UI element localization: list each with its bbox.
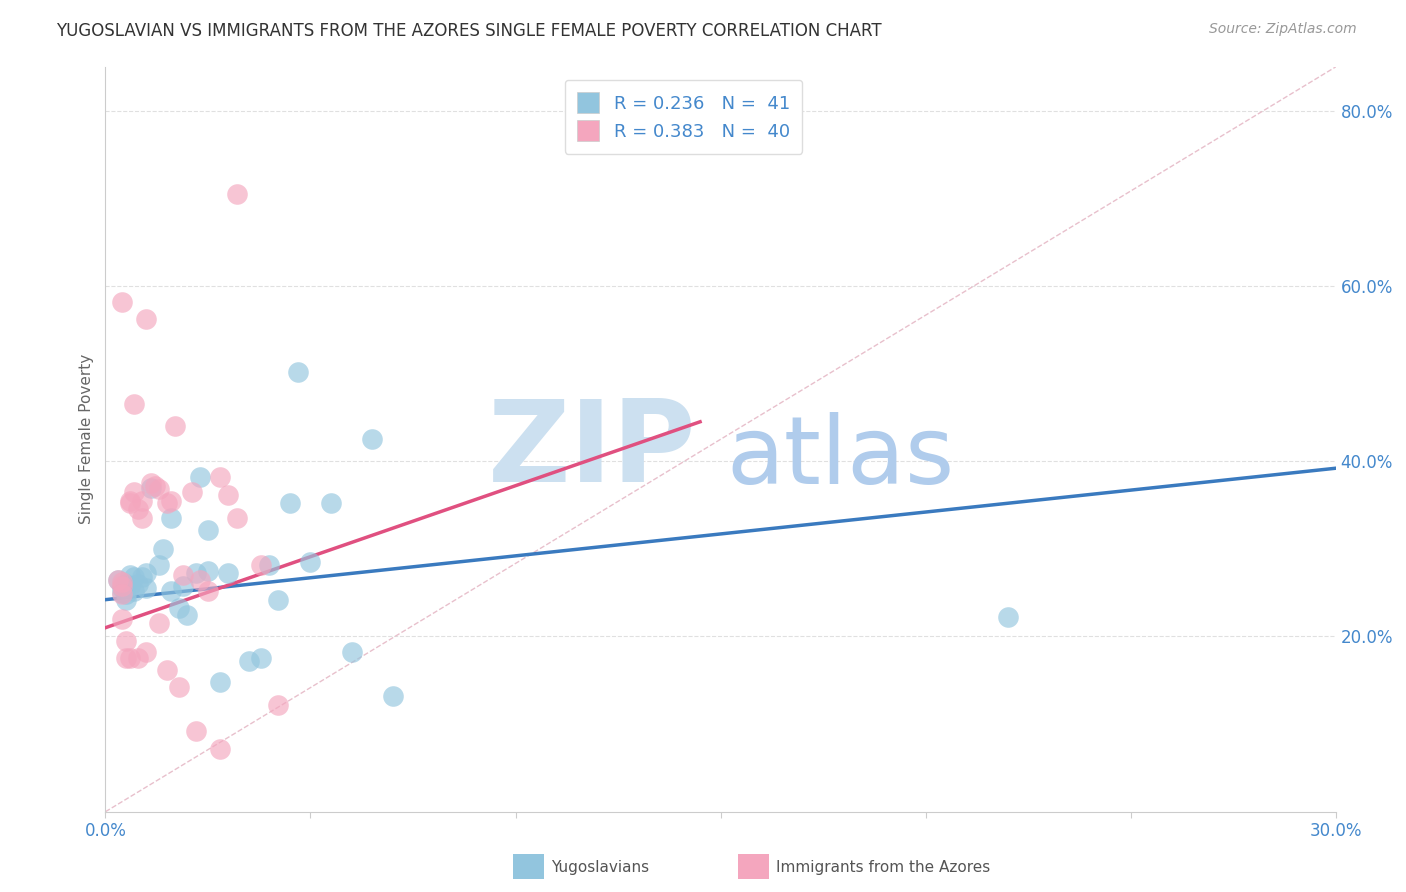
- Legend: R = 0.236   N =  41, R = 0.383   N =  40: R = 0.236 N = 41, R = 0.383 N = 40: [565, 79, 803, 153]
- Point: [267, 698, 290, 712]
- Point: [111, 587, 134, 601]
- Point: [172, 579, 194, 593]
- Point: [165, 419, 187, 434]
- Point: [122, 397, 145, 411]
- Point: [139, 476, 162, 491]
- Point: [278, 496, 301, 510]
- Point: [319, 496, 342, 510]
- Point: [135, 645, 157, 659]
- Point: [340, 645, 363, 659]
- Point: [122, 484, 145, 499]
- Point: [111, 612, 134, 626]
- Point: [188, 573, 211, 587]
- Point: [160, 493, 183, 508]
- Point: [160, 583, 183, 598]
- Point: [131, 511, 153, 525]
- Point: [115, 633, 138, 648]
- Point: [148, 482, 170, 496]
- Point: [218, 566, 240, 581]
- Point: [250, 651, 273, 665]
- Text: Immigrants from the Azores: Immigrants from the Azores: [776, 860, 990, 874]
- Text: Yugoslavians: Yugoslavians: [551, 860, 650, 874]
- Point: [259, 558, 281, 572]
- Y-axis label: Single Female Poverty: Single Female Poverty: [79, 354, 94, 524]
- Point: [287, 365, 309, 379]
- Point: [209, 741, 232, 756]
- Point: [197, 583, 219, 598]
- Point: [184, 724, 207, 739]
- Point: [127, 577, 149, 591]
- Point: [115, 577, 138, 591]
- Point: [218, 487, 240, 501]
- Point: [188, 470, 211, 484]
- Point: [180, 484, 202, 499]
- Point: [107, 573, 129, 587]
- Point: [381, 689, 404, 703]
- Point: [238, 654, 260, 668]
- Point: [209, 675, 232, 690]
- Text: ZIP: ZIP: [488, 395, 696, 506]
- Point: [156, 496, 179, 510]
- Point: [135, 582, 157, 596]
- Point: [115, 587, 138, 601]
- Point: [111, 294, 134, 309]
- Text: YUGOSLAVIAN VS IMMIGRANTS FROM THE AZORES SINGLE FEMALE POVERTY CORRELATION CHAR: YUGOSLAVIAN VS IMMIGRANTS FROM THE AZORE…: [56, 22, 882, 40]
- Point: [122, 570, 145, 584]
- Point: [267, 592, 290, 607]
- Point: [111, 575, 134, 590]
- Point: [111, 585, 134, 599]
- Point: [120, 568, 141, 582]
- Point: [197, 523, 219, 537]
- Text: Source: ZipAtlas.com: Source: ZipAtlas.com: [1209, 22, 1357, 37]
- Point: [122, 583, 145, 598]
- Point: [107, 573, 129, 587]
- Point: [997, 610, 1019, 624]
- Point: [169, 681, 191, 695]
- Point: [361, 433, 384, 447]
- Point: [115, 651, 138, 665]
- Point: [111, 582, 134, 596]
- Point: [176, 607, 198, 622]
- Point: [131, 493, 153, 508]
- Point: [148, 558, 170, 572]
- Point: [120, 493, 141, 508]
- Point: [148, 616, 170, 631]
- Point: [225, 511, 247, 525]
- Point: [143, 479, 166, 493]
- Text: atlas: atlas: [727, 412, 955, 504]
- Point: [120, 651, 141, 665]
- Point: [135, 312, 157, 326]
- Point: [197, 564, 219, 578]
- Point: [120, 496, 141, 510]
- Point: [169, 601, 191, 615]
- Point: [127, 502, 149, 516]
- Point: [184, 566, 207, 581]
- Point: [127, 651, 149, 665]
- Point: [135, 566, 157, 581]
- Point: [152, 541, 174, 556]
- Point: [115, 592, 138, 607]
- Point: [156, 663, 179, 677]
- Point: [111, 579, 134, 593]
- Point: [139, 481, 162, 495]
- Point: [120, 579, 141, 593]
- Point: [250, 558, 273, 572]
- Point: [209, 470, 232, 484]
- Point: [172, 568, 194, 582]
- Point: [225, 186, 247, 201]
- Point: [131, 570, 153, 584]
- Point: [299, 555, 322, 569]
- Point: [115, 582, 138, 596]
- Point: [160, 511, 183, 525]
